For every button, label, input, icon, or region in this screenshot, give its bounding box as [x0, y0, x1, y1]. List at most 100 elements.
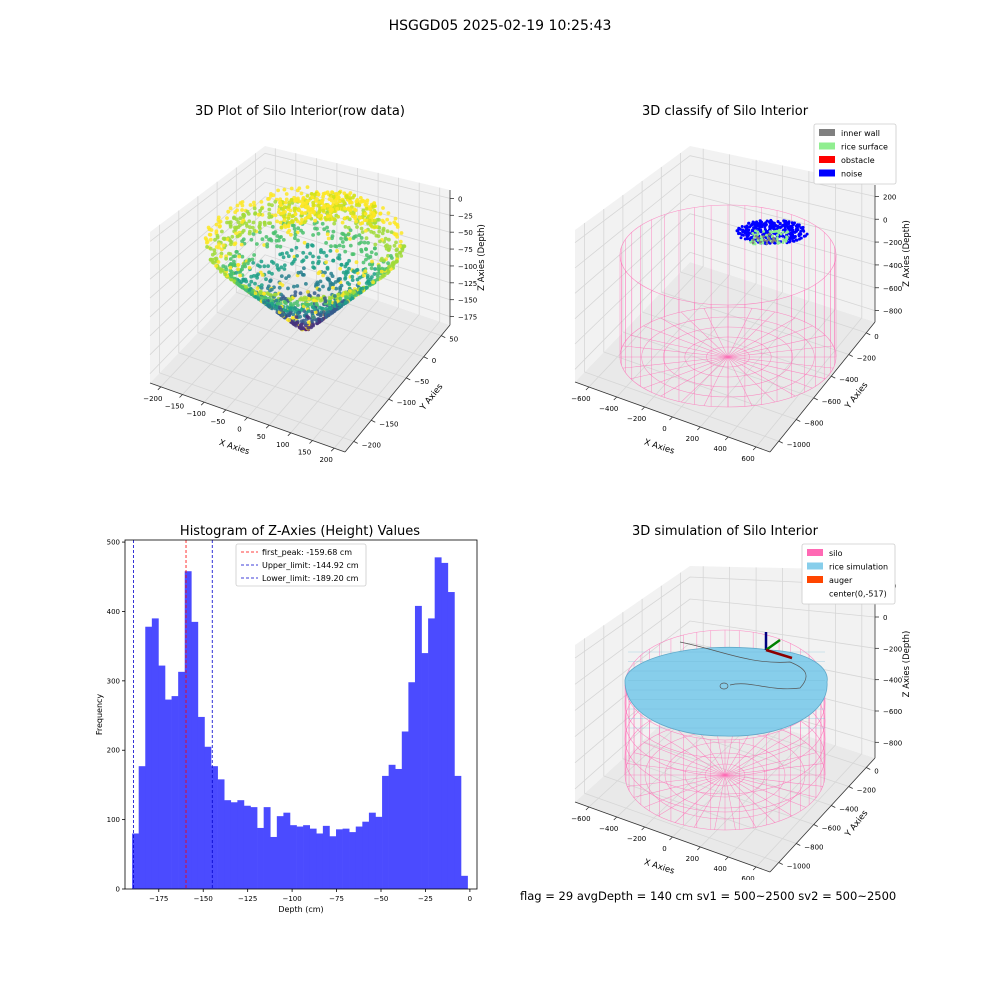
p2-inner-wall-point	[765, 242, 769, 245]
p1-point	[331, 285, 335, 290]
histogram-y-tick-label: 100	[107, 816, 120, 824]
p1-point	[335, 249, 339, 253]
p4-x-tick	[724, 856, 729, 861]
histogram-y-tick-label: 500	[107, 539, 120, 547]
p1-point	[317, 270, 322, 274]
p1-point	[297, 208, 301, 213]
p1-point	[303, 211, 307, 215]
p1-point	[360, 221, 365, 225]
p1-point	[275, 263, 279, 267]
panel1-title: 3D Plot of Silo Interior(row data)	[195, 104, 405, 119]
p1-point	[369, 229, 374, 234]
p1-point	[275, 301, 280, 306]
p2-noise-point	[796, 223, 800, 227]
p1-point	[289, 232, 293, 237]
p1-point	[220, 229, 224, 234]
p2-noise-point	[738, 231, 742, 235]
p4-y-tick	[813, 824, 818, 827]
p1-point	[325, 267, 330, 271]
p4-silo-spoke	[633, 774, 726, 798]
p1-point	[365, 253, 369, 258]
p1-grid-x	[312, 182, 420, 441]
p1-point	[350, 296, 355, 300]
p1-x-tick-label: 0	[237, 426, 241, 434]
p4-silo-spoke	[724, 774, 817, 798]
p1-point	[330, 207, 335, 212]
histogram-bar	[184, 571, 192, 889]
p1-point	[294, 315, 299, 319]
p1-point	[340, 220, 345, 225]
p1-point	[278, 197, 283, 202]
p1-point	[346, 207, 351, 211]
p4-silo-spoke	[724, 752, 817, 776]
p1-point	[240, 254, 245, 259]
p2-y-tick-label: −400	[839, 376, 858, 384]
p1-point	[212, 248, 217, 253]
p1-point	[249, 274, 254, 279]
p1-grid-x	[268, 172, 379, 426]
p1-point	[334, 201, 339, 206]
p2-rice-surface-point	[784, 239, 788, 243]
p1-point	[386, 253, 390, 258]
p2-grid-y	[660, 167, 849, 355]
histogram-bar	[289, 825, 297, 889]
p1-point	[240, 200, 245, 204]
p1-point	[282, 187, 287, 192]
p2-z-tick-label: −600	[883, 285, 902, 293]
p2-silo-spoke	[727, 356, 796, 397]
p1-point	[323, 299, 328, 304]
p1-point	[266, 264, 270, 268]
p4-y-tick	[866, 767, 871, 770]
p1-point	[256, 212, 261, 217]
p1-point	[241, 228, 246, 233]
p1-x-tick-label: −100	[187, 410, 206, 418]
p2-x-tick	[724, 436, 729, 441]
p1-point	[296, 226, 301, 231]
p1-point	[325, 232, 330, 237]
p1-y-tick	[441, 335, 446, 338]
p1-point	[248, 229, 252, 234]
p2-noise-point	[745, 233, 749, 237]
p1-point	[332, 303, 337, 308]
p1-point	[367, 281, 371, 286]
p4-x-tick	[669, 836, 673, 841]
p1-point	[299, 191, 304, 196]
p1-point	[263, 295, 268, 300]
p1-point	[332, 217, 337, 221]
p1-point	[374, 233, 379, 238]
p2-noise-point	[787, 220, 791, 224]
histogram-bar	[230, 802, 238, 889]
p1-point	[312, 291, 317, 296]
p1-point	[300, 217, 304, 222]
p2-x-tick	[641, 406, 645, 411]
p1-point	[287, 274, 291, 278]
p1-point	[256, 263, 260, 268]
p4-silo-spoke	[633, 752, 726, 776]
p4-silo-spoke	[724, 727, 776, 776]
p1-z-tick-label: 0	[458, 195, 462, 203]
p1-grid-z	[149, 239, 451, 355]
histogram-legend-label: Upper_limit: -144.92 cm	[262, 561, 359, 570]
p1-point	[284, 301, 288, 306]
p1-point	[331, 258, 336, 263]
p2-noise-point	[783, 228, 786, 232]
p2-rice-surface-point	[779, 232, 783, 236]
p4-silo-spoke	[724, 763, 823, 776]
p4-silo-spoke	[643, 774, 726, 808]
p1-point	[360, 198, 365, 203]
p1-point	[255, 286, 260, 291]
p1-point	[377, 229, 382, 234]
p2-noise-point	[797, 234, 801, 238]
p1-point	[293, 212, 298, 217]
p1-point	[336, 278, 341, 283]
depth-histogram-chart: −175 −150 −125 −100 −75 −50 −25 0 0 100 200 300 400 5…	[95, 539, 478, 914]
p1-point	[358, 196, 363, 200]
p2-legend-label: inner wall	[841, 129, 880, 138]
p1-point	[334, 192, 338, 196]
p2-silo-spoke	[727, 335, 826, 358]
p1-point	[205, 240, 209, 245]
p1-point	[228, 206, 233, 211]
p1-point	[267, 270, 271, 275]
p2-inner-wall-point	[763, 238, 766, 242]
p1-point	[277, 207, 282, 212]
